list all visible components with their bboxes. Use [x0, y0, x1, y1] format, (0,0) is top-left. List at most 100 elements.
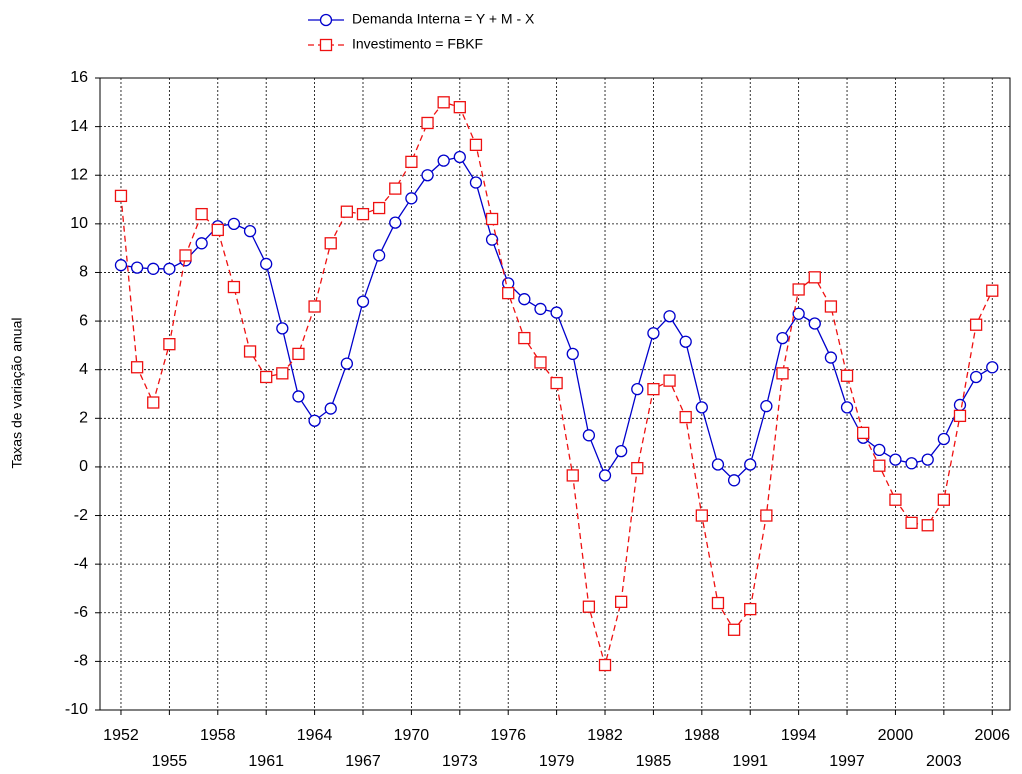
y-tick-label: -10 — [65, 701, 88, 718]
marker — [840, 401, 854, 414]
marker — [421, 169, 434, 182]
marker — [727, 474, 741, 487]
marker — [147, 396, 160, 409]
marker — [953, 409, 967, 423]
marker — [711, 458, 725, 471]
marker — [534, 356, 547, 369]
marker — [873, 459, 886, 472]
marker — [372, 201, 386, 215]
marker — [114, 259, 128, 272]
legend-label: Demanda Interna = Y + M - X — [352, 11, 535, 27]
marker — [292, 347, 305, 361]
marker — [130, 361, 144, 374]
marker — [485, 233, 499, 246]
marker — [308, 414, 321, 427]
marker — [615, 444, 628, 458]
y-tick-label: 6 — [79, 312, 88, 329]
marker — [437, 96, 450, 109]
y-tick-label: 16 — [70, 69, 88, 86]
marker — [195, 237, 208, 250]
marker — [808, 271, 821, 284]
x-tick-label: 1997 — [829, 753, 865, 770]
marker — [873, 443, 886, 457]
marker — [319, 38, 333, 52]
marker — [937, 493, 950, 506]
marker — [760, 400, 773, 413]
marker — [518, 331, 531, 345]
marker — [711, 596, 725, 610]
marker — [566, 347, 579, 361]
y-tick-label: 14 — [70, 118, 88, 135]
marker — [340, 205, 354, 218]
marker — [292, 390, 305, 403]
marker — [921, 519, 934, 532]
marker — [631, 382, 644, 396]
marker — [889, 453, 902, 466]
marker — [405, 192, 418, 205]
marker — [615, 595, 628, 608]
marker — [905, 516, 918, 529]
y-tick-label: 10 — [70, 215, 88, 232]
marker — [260, 370, 273, 384]
marker — [308, 300, 321, 313]
marker — [469, 138, 483, 151]
marker — [276, 367, 289, 380]
marker — [502, 286, 515, 300]
marker — [824, 351, 838, 364]
y-tick-label: 4 — [79, 361, 88, 378]
x-tick-label: 1991 — [732, 753, 768, 770]
plot-frame — [99, 77, 1011, 711]
marker — [389, 182, 402, 195]
y-tick-label: -4 — [74, 555, 88, 572]
marker — [969, 370, 983, 384]
marker — [986, 361, 999, 374]
x-tick-label: 2003 — [926, 753, 962, 770]
marker — [550, 376, 563, 390]
marker — [147, 262, 160, 275]
legend-label: Investimento = FBKF — [352, 36, 483, 52]
marker — [679, 335, 692, 348]
marker — [582, 600, 596, 613]
marker — [776, 331, 789, 345]
marker — [324, 402, 337, 415]
marker — [550, 306, 563, 319]
marker — [647, 382, 660, 396]
x-tick-label: 1985 — [636, 753, 672, 770]
marker — [663, 310, 676, 323]
marker — [243, 345, 257, 358]
marker — [227, 280, 241, 294]
x-tick-label: 1979 — [539, 753, 575, 770]
marker — [889, 493, 902, 506]
marker — [727, 623, 741, 636]
marker — [372, 249, 386, 262]
marker — [598, 658, 612, 672]
marker — [389, 216, 402, 229]
marker — [356, 295, 370, 308]
x-tick-label: 1976 — [490, 727, 526, 744]
marker — [421, 116, 434, 130]
x-tick-label: 1967 — [345, 753, 381, 770]
y-tick-label: -8 — [74, 653, 88, 670]
marker — [776, 367, 789, 380]
x-tick-label: 1970 — [394, 727, 430, 744]
marker — [760, 509, 773, 522]
x-tick-label: 1958 — [200, 727, 236, 744]
marker — [695, 509, 708, 522]
marker — [179, 249, 192, 262]
marker — [195, 207, 208, 221]
x-tick-label: 2000 — [878, 727, 914, 744]
y-tick-label: 8 — [79, 264, 88, 281]
marker — [647, 327, 660, 340]
x-tick-label: 1955 — [152, 753, 188, 770]
marker — [792, 307, 805, 320]
x-tick-label: 1961 — [248, 753, 284, 770]
y-axis-label: Taxas de variação anual — [9, 318, 25, 469]
x-tick-label: 1964 — [297, 727, 333, 744]
marker — [969, 318, 983, 331]
marker — [905, 457, 918, 470]
marker — [469, 176, 483, 189]
marker — [276, 322, 289, 335]
marker — [598, 469, 612, 482]
marker — [566, 469, 579, 482]
